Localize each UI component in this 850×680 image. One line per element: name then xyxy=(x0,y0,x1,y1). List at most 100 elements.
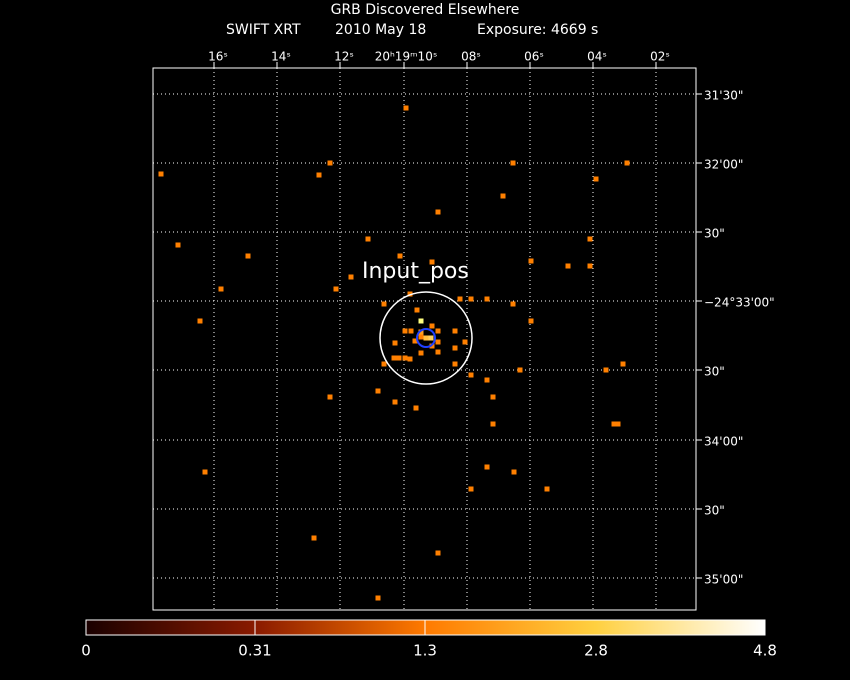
photon-pixel xyxy=(484,464,490,470)
photon-pixel xyxy=(544,486,550,492)
ra-label: 12ˢ xyxy=(334,50,354,64)
photon-pixel xyxy=(620,361,626,367)
photon-pixel xyxy=(381,301,387,307)
photon-pixel xyxy=(435,328,441,334)
photon-pixel xyxy=(510,301,516,307)
photon-pixel xyxy=(407,291,413,297)
photon-pixel xyxy=(435,550,441,556)
colorbar-label: 2.8 xyxy=(584,642,608,660)
colorbar-label: 0 xyxy=(81,642,91,660)
photon-pixel xyxy=(603,367,609,373)
colorbar-label: 0.31 xyxy=(238,642,271,660)
photon-pixel xyxy=(375,388,381,394)
photon-pixel xyxy=(407,356,413,362)
dec-label: 30" xyxy=(704,365,725,379)
photon-pixel xyxy=(565,263,571,269)
photon-pixel xyxy=(484,377,490,383)
ra-label: 20ʰ19ᵐ10ˢ xyxy=(375,50,438,64)
photon-pixel xyxy=(197,318,203,324)
photon-pixel xyxy=(511,469,517,475)
photon-pixel xyxy=(333,286,339,292)
photon-pixel xyxy=(429,259,435,265)
photon-pixel xyxy=(392,340,398,346)
photon-pixel xyxy=(468,486,474,492)
photon-pixel xyxy=(418,334,424,340)
dec-label: 30" xyxy=(704,504,725,518)
photon-pixel xyxy=(218,286,224,292)
source-circle xyxy=(379,291,473,385)
photon-pixel xyxy=(348,274,354,280)
photon-pixel xyxy=(414,307,420,313)
photon-pixel xyxy=(311,535,317,541)
photon-pixel xyxy=(408,328,414,334)
ra-label: 08ˢ xyxy=(461,50,481,64)
photon-pixel xyxy=(316,172,322,178)
instrument: SWIFT XRT xyxy=(226,22,301,38)
photon-pixel xyxy=(402,328,408,334)
photon-pixel xyxy=(510,160,516,166)
annotation: Input_pos xyxy=(362,259,469,284)
photon-pixel xyxy=(245,253,251,259)
dec-label: −24°33'00" xyxy=(704,296,775,310)
photon-pixel xyxy=(490,394,496,400)
bright-pixel xyxy=(418,329,424,335)
ra-label: 04ˢ xyxy=(587,50,607,64)
error-circle xyxy=(416,328,436,348)
photon-pixel xyxy=(615,421,621,427)
date: 2010 May 18 xyxy=(335,22,426,38)
ra-label: 16ˢ xyxy=(208,50,228,64)
photon-pixel xyxy=(452,345,458,351)
dec-label: 34'00" xyxy=(704,435,743,449)
photon-pixel xyxy=(202,469,208,475)
photon-pixel xyxy=(500,193,506,199)
photon-pixel xyxy=(435,349,441,355)
dec-label: 32'00" xyxy=(704,158,743,172)
photon-pixel xyxy=(587,236,593,242)
ra-label: 06ˢ xyxy=(524,50,544,64)
photon-pixel xyxy=(490,421,496,427)
photon-pixel xyxy=(528,318,534,324)
photon-pixel xyxy=(413,405,419,411)
photon-pixel xyxy=(624,160,630,166)
photon-pixel xyxy=(391,355,397,361)
photon-pixel xyxy=(468,372,474,378)
exposure: Exposure: 4669 s xyxy=(477,22,598,38)
photon-pixel xyxy=(452,361,458,367)
dec-label: 31'30" xyxy=(704,89,743,103)
photon-pixel xyxy=(381,361,387,367)
photon-pixel xyxy=(375,595,381,601)
photon-pixel xyxy=(365,236,371,242)
photon-pixel xyxy=(452,328,458,334)
photon-pixel xyxy=(528,258,534,264)
photon-pixel xyxy=(397,253,403,259)
colorbar-label: 1.3 xyxy=(413,642,437,660)
photon-pixel xyxy=(435,209,441,215)
title: GRB Discovered Elsewhere xyxy=(331,2,520,18)
ra-label: 02ˢ xyxy=(650,50,670,64)
dec-label: 30" xyxy=(704,227,725,241)
photon-pixel xyxy=(462,339,468,345)
bright-pixel xyxy=(428,335,434,341)
photon-pixel xyxy=(484,296,490,302)
photon-pixel xyxy=(402,355,408,361)
photon-pixel xyxy=(327,160,333,166)
photon-pixel xyxy=(457,296,463,302)
photon-pixel xyxy=(468,296,474,302)
photon-pixel xyxy=(327,394,333,400)
photon-pixel xyxy=(418,350,424,356)
dec-label: 35'00" xyxy=(704,573,743,587)
photon-pixel xyxy=(593,176,599,182)
colorbar-label: 4.8 xyxy=(753,642,777,660)
photon-pixel xyxy=(412,338,418,344)
photon-pixel xyxy=(396,355,402,361)
photon-pixel xyxy=(429,323,435,329)
photon-pixel xyxy=(435,339,441,345)
bright-pixel xyxy=(418,318,424,324)
photon-pixel xyxy=(517,367,523,373)
photon-pixel xyxy=(587,263,593,269)
photon-pixel xyxy=(392,399,398,405)
ra-label: 14ˢ xyxy=(271,50,291,64)
photon-pixel xyxy=(611,421,617,427)
photon-pixel xyxy=(175,242,181,248)
